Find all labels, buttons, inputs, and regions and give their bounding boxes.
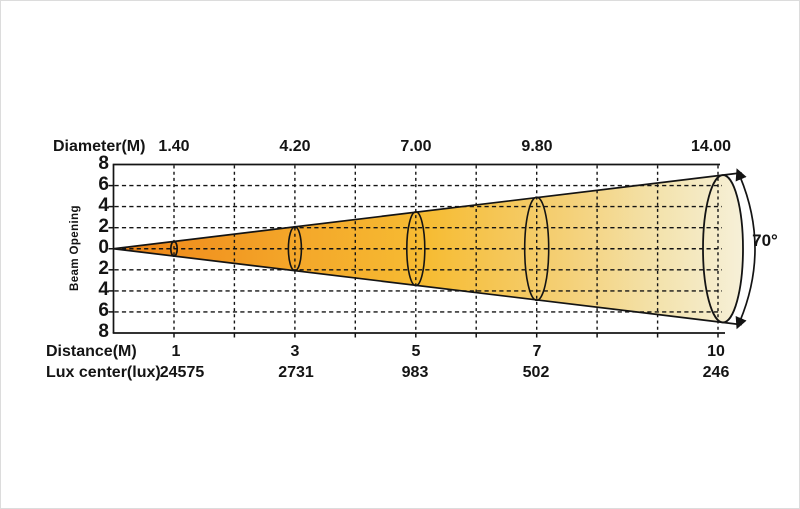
y-tick: 8 (98, 321, 109, 342)
beam-angle-arc (735, 168, 756, 330)
grid-lines (114, 165, 722, 332)
y-tick: 0 (98, 237, 109, 258)
lux-value-1: 24575 (159, 364, 205, 381)
y-tick: 2 (98, 216, 109, 237)
diameter-value-3: 7.00 (400, 138, 432, 155)
distance-value-3: 5 (411, 343, 421, 360)
lux-value-3: 983 (401, 364, 429, 381)
beam-end-ellipse-fill (703, 175, 743, 323)
distance-value-1: 1 (171, 343, 181, 360)
y-tick: 4 (98, 279, 109, 300)
distance-value-5: 10 (707, 343, 725, 360)
diameter-value-5: 14.00 (690, 138, 732, 155)
y-tick: 4 (98, 195, 109, 216)
distance-row-label: Distance(M) (46, 343, 137, 360)
beam-edges (112, 172, 742, 326)
lux-value-4: 502 (522, 364, 550, 381)
lux-row-label: Lux center(lux) (46, 364, 161, 381)
diameter-value-1: 1.40 (158, 138, 190, 155)
y-tick: 6 (98, 174, 109, 195)
diameter-value-2: 4.20 (279, 138, 311, 155)
lux-value-5: 246 (702, 364, 730, 381)
diameter-value-4: 9.80 (521, 138, 553, 155)
diameter-row-label: Diameter(M) (53, 138, 146, 155)
lux-value-2: 2731 (278, 364, 314, 381)
axis-ticks (108, 184, 719, 338)
y-tick: 8 (98, 153, 109, 174)
beam-angle-label: 70° (752, 231, 778, 250)
distance-value-4: 7 (532, 343, 542, 360)
distance-value-2: 3 (290, 343, 300, 360)
y-tick: 2 (98, 258, 109, 279)
y-tick: 6 (98, 300, 109, 321)
